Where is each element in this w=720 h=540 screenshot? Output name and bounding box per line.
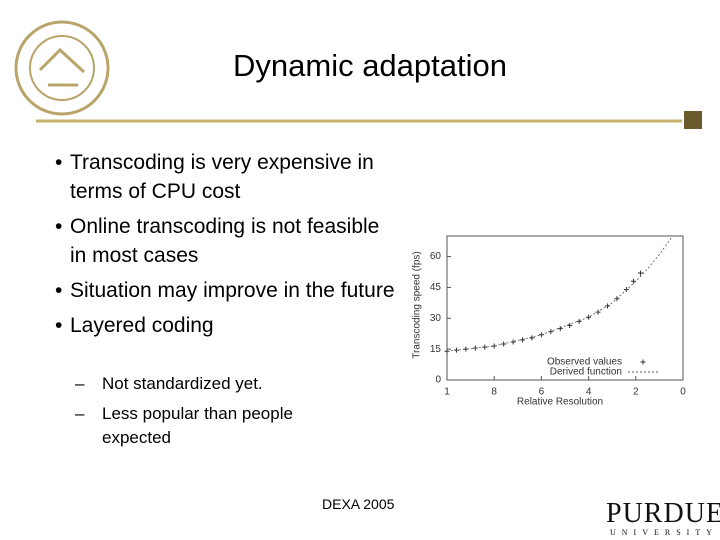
logo-subtitle: UNIVERSITY bbox=[610, 528, 718, 537]
bullet: • Situation may improve in the future bbox=[55, 276, 400, 305]
point bbox=[586, 314, 592, 320]
bullet-marker: • bbox=[55, 151, 63, 174]
x-tick-label: 6 bbox=[539, 387, 545, 398]
slide-title: Dynamic adaptation bbox=[233, 48, 507, 83]
bullet-text: Less popular than people expected bbox=[102, 404, 293, 447]
bullet: • Online transcoding is not feasible in m… bbox=[55, 212, 400, 270]
plot-frame bbox=[446, 235, 684, 381]
y-axis-label: Transcoding speed (fps) bbox=[412, 251, 423, 358]
y-tick-label: 60 bbox=[430, 251, 442, 262]
legend-label: Observed values bbox=[547, 357, 622, 368]
bullet-marker: – bbox=[75, 404, 85, 423]
y-tick-label: 0 bbox=[435, 375, 441, 386]
sub-bullet-list: – Not standardized yet. – Less popular than… bbox=[75, 372, 345, 456]
bullet-marker: – bbox=[75, 374, 85, 393]
fit-line bbox=[446, 237, 672, 352]
bullet-text: Online transcoding is not feasible in mo… bbox=[70, 215, 380, 267]
x-tick-label: 1 bbox=[444, 387, 450, 398]
bullet-marker: • bbox=[55, 215, 63, 238]
x-axis-label: Relative Resolution bbox=[517, 397, 603, 408]
y-tick-label: 45 bbox=[430, 282, 442, 293]
x-tick-label: 8 bbox=[491, 387, 497, 398]
x-tick-label: 0 bbox=[680, 387, 686, 398]
point bbox=[567, 322, 573, 328]
point bbox=[529, 335, 535, 341]
seal-logo bbox=[14, 20, 110, 116]
bullet-text: Transcoding is very expensive in terms o… bbox=[70, 151, 374, 203]
y-tick-label: 30 bbox=[430, 313, 442, 324]
bullet-marker: • bbox=[55, 279, 63, 302]
bullet-text: Situation may improve in the future bbox=[70, 279, 395, 302]
footer: DEXA 2005 bbox=[322, 496, 395, 512]
point bbox=[576, 318, 582, 324]
corner-icon bbox=[684, 111, 702, 129]
x-tick-label: 2 bbox=[633, 387, 639, 398]
bullet-list: • Transcoding is very expensive in terms … bbox=[55, 148, 400, 346]
point bbox=[638, 270, 644, 276]
sub-bullet: – Not standardized yet. bbox=[75, 372, 345, 396]
y-tick-label: 15 bbox=[430, 344, 442, 355]
legend-label: Derived function bbox=[550, 367, 622, 378]
bullet-text: Layered coding bbox=[70, 314, 214, 337]
bullet: • Layered coding bbox=[55, 311, 400, 340]
logo-name: PURDUE bbox=[606, 498, 720, 529]
bullet-marker: • bbox=[55, 314, 63, 337]
bullet: • Transcoding is very expensive in terms … bbox=[55, 148, 400, 206]
point bbox=[520, 337, 526, 343]
bullet-text: Not standardized yet. bbox=[102, 374, 263, 393]
sub-bullet: – Less popular than people expected bbox=[75, 402, 345, 450]
point bbox=[557, 326, 563, 332]
x-tick-label: 4 bbox=[586, 387, 592, 398]
point bbox=[630, 278, 636, 284]
legend-marker bbox=[640, 359, 646, 365]
point bbox=[595, 309, 601, 315]
